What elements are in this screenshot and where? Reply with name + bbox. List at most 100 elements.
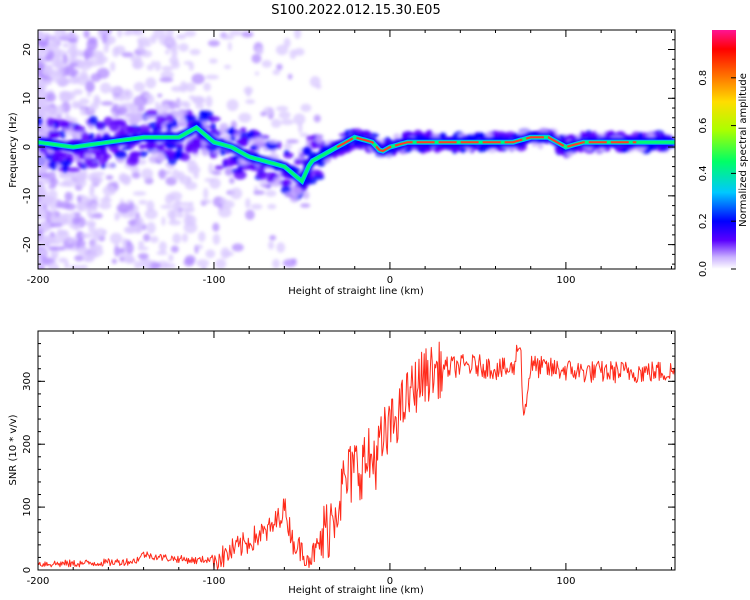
spectrogram-noise-blob	[90, 174, 104, 185]
spectrogram-noise-blob	[38, 206, 46, 213]
spectrogram-noise-blob	[49, 177, 59, 187]
spectrogram-heatmap	[38, 30, 675, 269]
snr-axes: -200 -100 0 100 0 100 200 300	[22, 330, 675, 587]
spectrogram-noise-blob	[162, 263, 176, 269]
spectrogram-ytick-label: 0	[22, 144, 33, 150]
spectrogram-band-blob	[250, 163, 257, 172]
spectrogram-noise-blob	[168, 254, 174, 262]
colorbar-ticks: 0.0 0.2 0.4 0.6 0.8	[698, 70, 736, 277]
spectrogram-noise-blob	[203, 187, 209, 200]
spectrogram-band-blob	[88, 132, 95, 141]
colorbar-tick-label: 0.2	[698, 213, 709, 229]
spectrogram-noise-blob	[39, 32, 51, 38]
spectrogram-noise-blob	[293, 30, 302, 40]
spectrogram-noise-blob	[100, 101, 114, 106]
spectrogram-noise-blob	[82, 252, 94, 263]
spectrogram-band-blob	[265, 142, 278, 151]
spectrogram-band-blob	[173, 151, 180, 159]
colorbar-tick-label: 0.0	[698, 261, 709, 277]
spectrogram-noise-blob	[287, 73, 293, 80]
spectrogram-noise-blob	[300, 203, 311, 208]
spectrogram-band-blob	[67, 167, 81, 172]
spectrogram-noise-blob	[175, 212, 185, 218]
spectrogram-noise-blob	[298, 122, 303, 134]
spectrogram-noise-blob	[165, 30, 174, 38]
spectrogram-noise-blob	[55, 104, 65, 116]
spectrogram-noise-blob	[64, 261, 70, 269]
snr-chart: -200 -100 0 100 0 100 200 300 Height of straigh…	[8, 330, 676, 596]
colorbar: 0.0 0.2 0.4 0.6 0.8 Normalized spectral ampl…	[698, 30, 749, 277]
spectrogram-xtick-label: -200	[27, 275, 50, 286]
snr-ytick-label: 0	[22, 567, 33, 573]
spectrogram-noise-blob	[172, 207, 181, 214]
spectrogram-band-blob	[47, 147, 53, 154]
spectrogram-noise-blob	[253, 190, 265, 195]
snr-xtick-label: 100	[556, 576, 575, 587]
spectrogram-noise-blob	[137, 246, 149, 251]
spectrogram-noise-blob	[170, 245, 179, 253]
spectrogram-noise-blob	[138, 199, 148, 205]
spectrogram-ridge	[38, 122, 675, 189]
spectrogram-noise-blob	[184, 30, 197, 37]
spectrogram-noise-blob	[114, 246, 120, 257]
spectrogram-noise-blob	[38, 186, 48, 198]
spectrogram-noise-blob	[94, 228, 107, 238]
spectrogram-noise-blob	[129, 201, 135, 211]
spectrogram-band-blob	[433, 145, 442, 154]
spectrogram-noise-blob	[215, 258, 227, 269]
spectrogram-noise-blob	[176, 100, 189, 107]
spectrogram-noise-blob	[157, 93, 163, 98]
spectrogram-band-blob	[77, 161, 83, 167]
spectrogram-noise-blob	[62, 42, 70, 48]
spectrogram-noise-blob	[153, 30, 166, 39]
spectrogram-band-blob	[39, 146, 45, 153]
spectrogram-noise-blob	[60, 200, 71, 210]
spectrogram-noise-blob	[138, 240, 145, 248]
spectrogram-noise-blob	[38, 249, 47, 257]
spectrogram-noise-blob	[243, 86, 253, 95]
spectrogram-noise-blob	[183, 258, 195, 267]
spectrogram-noise-blob	[146, 200, 155, 212]
spectrogram-band-blob	[130, 151, 141, 156]
spectrogram-noise-blob	[294, 48, 305, 56]
spectrogram-noise-blob	[132, 191, 147, 196]
spectrogram-noise-blob	[50, 215, 56, 223]
snr-xlabel: Height of straight line (km)	[288, 585, 424, 596]
spectrogram-noise-blob	[79, 107, 87, 116]
spectrogram-noise-blob	[145, 77, 157, 89]
snr-ytick-label: 200	[22, 435, 33, 454]
spectrogram-noise-blob	[272, 258, 280, 269]
spectrogram-noise-blob	[103, 44, 109, 53]
spectrogram-noise-blob	[38, 39, 45, 44]
snr-ylabel: SNR (10 * v/v)	[8, 414, 19, 485]
spectrogram-noise-blob	[185, 214, 193, 224]
spectrogram-noise-blob	[160, 70, 174, 80]
spectrogram-noise-blob	[168, 38, 177, 48]
spectrogram-noise-blob	[220, 34, 235, 40]
spectrogram-band-blob	[106, 162, 115, 169]
spectrogram-band-blob	[178, 115, 187, 124]
spectrogram-noise-blob	[187, 161, 199, 171]
spectrogram-noise-blob	[282, 258, 297, 268]
spectrogram-noise-blob	[160, 204, 173, 209]
spectrogram-band-blob	[100, 164, 107, 169]
spectrogram-noise-blob	[195, 102, 205, 110]
spectrogram-band-blob	[145, 109, 158, 117]
spectrogram-noise-blob	[158, 241, 167, 253]
spectrogram-band-blob	[59, 129, 66, 139]
spectrogram-noise-blob	[53, 246, 66, 251]
spectrogram-noise-blob	[159, 77, 174, 83]
spectrogram-ytick-label: -10	[22, 188, 33, 204]
spectrogram-noise-blob	[38, 77, 46, 87]
spectrogram-band-blob	[102, 153, 112, 159]
spectrogram-noise-blob	[50, 222, 63, 228]
spectrogram-noise-blob	[54, 58, 61, 69]
spectrogram-noise-blob	[109, 86, 122, 95]
spectrogram-band-blob	[60, 121, 70, 129]
spectrogram-noise-blob	[131, 172, 141, 179]
spectrogram-band-blob	[188, 138, 201, 149]
spectrogram-noise-blob	[72, 88, 83, 96]
spectrogram-xtick-label: 0	[387, 275, 393, 286]
spectrogram-noise-blob	[77, 195, 82, 203]
